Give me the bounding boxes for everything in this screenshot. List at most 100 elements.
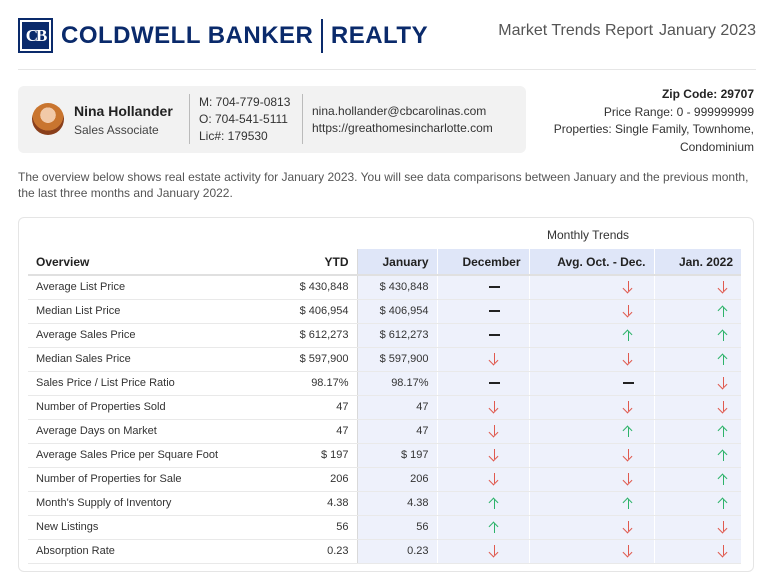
logo-divider [321, 18, 323, 53]
row-label: Median Sales Price [28, 347, 274, 372]
arrow-down-icon [622, 401, 636, 413]
arrow-down-icon [622, 281, 636, 293]
dash-icon [488, 281, 502, 293]
avg-trend [528, 419, 654, 444]
arrow-up-icon [717, 497, 731, 510]
dash-icon [488, 329, 502, 341]
january-value: 47 [357, 419, 437, 444]
row-label: Average Days on Market [28, 419, 274, 444]
report-title: Market Trends Report January 2023 [492, 22, 756, 40]
avg-trend [528, 467, 654, 492]
jan-2022-trend [653, 323, 741, 348]
search-criteria: Zip Code: 29707 Price Range: 0 - 9999999… [554, 86, 754, 156]
january-value: $ 406,954 [357, 299, 437, 324]
january-value: 4.38 [357, 491, 437, 516]
ytd-value: 4.38 [274, 491, 358, 516]
january-value: $ 597,900 [357, 347, 437, 372]
agent-mobile[interactable]: M: 704-779-0813 [199, 95, 291, 109]
ytd-value: 98.17% [274, 371, 358, 396]
table-row: Month's Supply of Inventory 4.38 4.38 [28, 491, 741, 516]
brand-name-realty: REALTY [330, 21, 429, 49]
table-row: Average List Price $ 430,848 $ 430,848 [28, 275, 741, 300]
arrow-down-icon [717, 545, 731, 557]
jan-2022-trend [653, 539, 741, 564]
arrow-up-icon [622, 497, 636, 510]
ytd-value: $ 197 [274, 443, 358, 468]
col-jan-2022: Jan. 2022 [653, 249, 741, 276]
table-header-row: Overview YTD January December Avg. Oct. … [28, 249, 741, 276]
dash-icon [622, 377, 636, 389]
report-header: CB COLDWELL BANKER REALTY Market Trends … [18, 16, 756, 56]
arrow-up-icon [717, 425, 731, 438]
trends-panel: Monthly Trends Overview YTD January Dece… [18, 217, 754, 572]
arrow-up-icon [622, 425, 636, 438]
arrow-down-icon [717, 401, 731, 413]
row-label: Absorption Rate [28, 539, 274, 564]
arrow-down-icon [488, 545, 502, 557]
agent-card-separator [189, 94, 190, 144]
agent-website-link[interactable]: https://greathomesincharlotte.com [312, 121, 493, 135]
jan-2022-trend [653, 491, 741, 516]
table-row: Absorption Rate 0.23 0.23 [28, 539, 741, 564]
col-overview: Overview [28, 249, 274, 276]
december-trend [436, 539, 529, 564]
december-trend [436, 443, 529, 468]
ytd-value: $ 430,848 [274, 275, 358, 300]
jan-2022-trend [653, 443, 741, 468]
january-value: $ 430,848 [357, 275, 437, 300]
avg-trend [528, 395, 654, 420]
december-trend [436, 347, 529, 372]
agent-email-link[interactable]: nina.hollander@cbcarolinas.com [312, 104, 487, 118]
property-types-cont: Condominium [679, 139, 754, 154]
price-range: Price Range: 0 - 999999999 [603, 104, 754, 119]
jan-2022-trend [653, 395, 741, 420]
ytd-value: 47 [274, 395, 358, 420]
avg-trend [528, 539, 654, 564]
row-label: Average Sales Price [28, 323, 274, 348]
row-label: Sales Price / List Price Ratio [28, 371, 274, 396]
table-body: Average List Price $ 430,848 $ 430,848 Medi… [28, 275, 741, 564]
agent-office-phone[interactable]: O: 704-541-5111 [199, 112, 288, 126]
december-trend [436, 419, 529, 444]
agent-name: Nina Hollander [74, 103, 173, 119]
ytd-value: 0.23 [274, 539, 358, 564]
agent-card-separator [302, 94, 303, 144]
row-label: Median List Price [28, 299, 274, 324]
arrow-down-icon [717, 377, 731, 389]
header-divider [18, 69, 756, 70]
january-value: 0.23 [357, 539, 437, 564]
table-row: Sales Price / List Price Ratio 98.17% 98.1… [28, 371, 741, 396]
january-value: 206 [357, 467, 437, 492]
jan-2022-trend [653, 275, 741, 300]
table-row: Number of Properties Sold 47 47 [28, 395, 741, 420]
agent-title: Sales Associate [74, 123, 159, 137]
agent-phones: M: 704-779-0813 O: 704-541-5111 Lic#: 17… [199, 94, 290, 145]
col-ytd: YTD [273, 249, 358, 276]
jan-2022-trend [653, 347, 741, 372]
property-types: Properties: Single Family, Townhome, [553, 122, 754, 136]
december-trend [436, 467, 529, 492]
table-row: New Listings 56 56 [28, 515, 741, 540]
avg-trend [528, 347, 654, 372]
ytd-value: $ 597,900 [274, 347, 358, 372]
table-row: Average Sales Price $ 612,273 $ 612,273 [28, 323, 741, 348]
avg-trend [528, 443, 654, 468]
arrow-down-icon [488, 425, 502, 437]
december-trend [436, 395, 529, 420]
arrow-down-icon [717, 521, 731, 533]
report-period: January 2023 [659, 22, 756, 39]
arrow-up-icon [717, 353, 731, 366]
agent-license: Lic#: 179530 [199, 129, 268, 143]
jan-2022-trend [653, 419, 741, 444]
avg-trend [528, 515, 654, 540]
january-value: 56 [357, 515, 437, 540]
dash-icon [488, 377, 502, 389]
col-january: January [356, 249, 437, 276]
row-label: Average Sales Price per Square Foot [28, 443, 274, 468]
arrow-up-icon [488, 521, 502, 534]
arrow-down-icon [622, 353, 636, 365]
january-value: 98.17% [357, 371, 437, 396]
market-trends-table: Overview YTD January December Avg. Oct. … [28, 249, 741, 564]
ytd-value: 56 [274, 515, 358, 540]
table-row: Average Sales Price per Square Foot $ 197… [28, 443, 741, 468]
